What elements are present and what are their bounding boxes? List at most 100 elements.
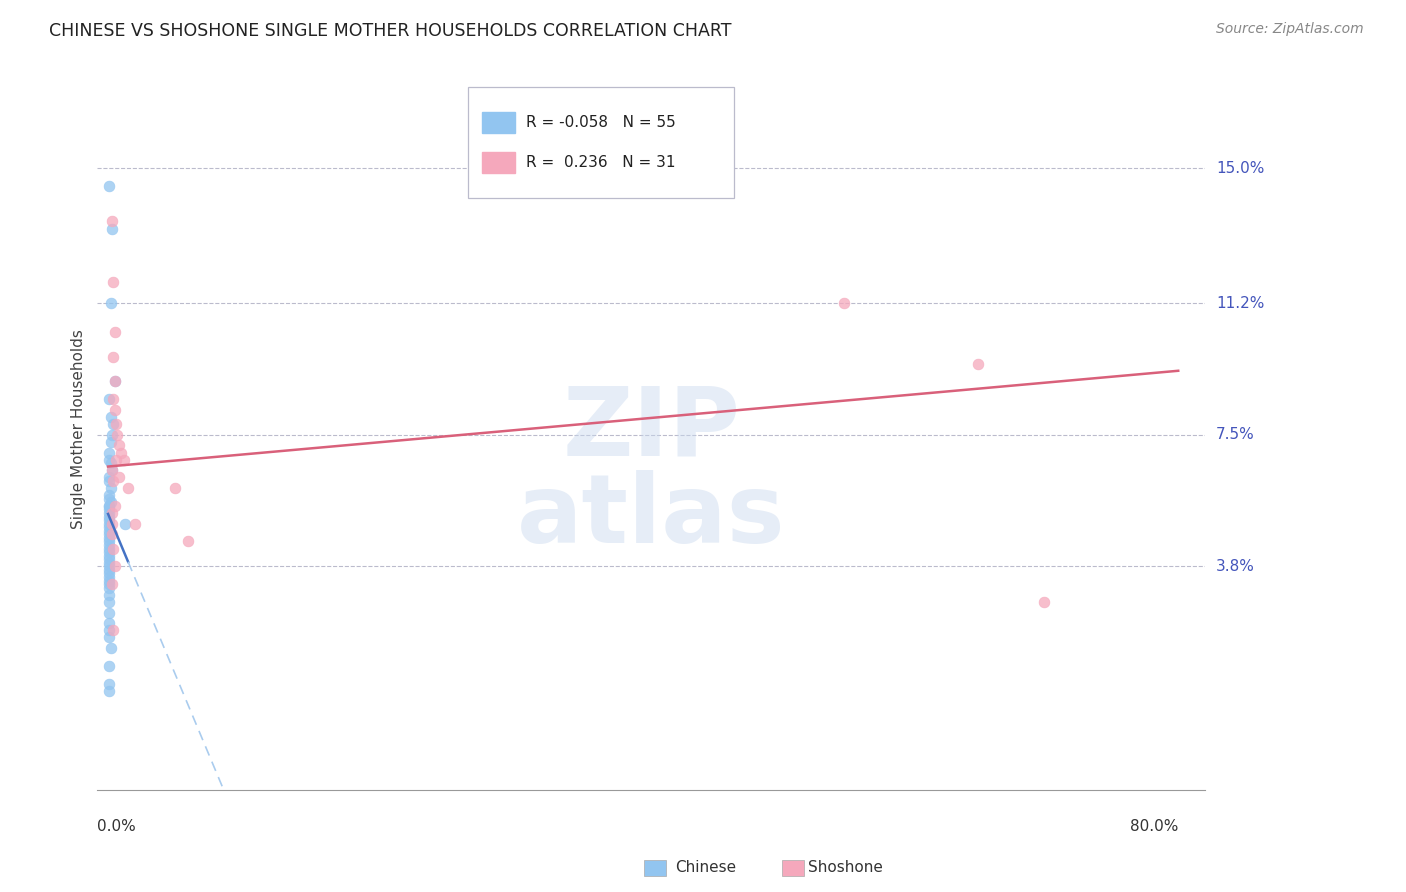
Point <box>98 178 121 193</box>
Point <box>1033 595 1056 609</box>
Point <box>98 491 121 506</box>
Point <box>98 506 121 520</box>
Point <box>103 275 125 289</box>
FancyBboxPatch shape <box>482 112 515 134</box>
Point <box>98 538 121 552</box>
Text: 3.8%: 3.8% <box>1216 558 1256 574</box>
Point <box>104 499 127 513</box>
Text: Source: ZipAtlas.com: Source: ZipAtlas.com <box>1216 22 1364 37</box>
Point <box>117 481 139 495</box>
Text: CHINESE VS SHOSHONE SINGLE MOTHER HOUSEHOLDS CORRELATION CHART: CHINESE VS SHOSHONE SINGLE MOTHER HOUSEH… <box>49 22 731 40</box>
Point <box>101 221 124 235</box>
Point <box>98 556 121 570</box>
Point <box>98 474 121 488</box>
Point <box>104 559 127 574</box>
Point <box>98 581 121 595</box>
Point <box>98 531 121 545</box>
Point <box>98 574 121 588</box>
Point <box>98 524 121 538</box>
Text: Chinese: Chinese <box>675 860 735 874</box>
Point <box>101 427 124 442</box>
Point <box>107 427 129 442</box>
Point <box>101 463 124 477</box>
Point <box>100 456 122 470</box>
Point <box>98 499 121 513</box>
Point <box>101 214 124 228</box>
Point <box>98 588 121 602</box>
Text: 15.0%: 15.0% <box>1216 161 1264 176</box>
Point <box>98 631 121 645</box>
Point <box>103 474 125 488</box>
Point <box>98 488 121 502</box>
Text: atlas: atlas <box>517 469 786 563</box>
Point <box>98 534 121 549</box>
FancyBboxPatch shape <box>468 87 734 198</box>
Point <box>100 481 122 495</box>
Point <box>98 559 121 574</box>
Text: 80.0%: 80.0% <box>1130 819 1178 834</box>
Point <box>101 463 124 477</box>
Text: R = -0.058   N = 55: R = -0.058 N = 55 <box>526 115 676 130</box>
Point <box>114 516 136 531</box>
Point <box>105 452 128 467</box>
Point <box>163 481 186 495</box>
Point <box>98 683 121 698</box>
Point <box>98 552 121 566</box>
Point <box>104 375 127 389</box>
Point <box>98 563 121 577</box>
Point <box>98 445 121 459</box>
Point <box>98 545 121 559</box>
Text: Shoshone: Shoshone <box>808 860 883 874</box>
Point <box>832 296 855 310</box>
Point <box>103 350 125 364</box>
Point <box>107 470 129 484</box>
Point <box>100 495 122 509</box>
Point <box>98 452 121 467</box>
Point <box>110 445 132 459</box>
Point <box>98 549 121 563</box>
Point <box>98 502 121 516</box>
Point <box>98 520 121 534</box>
Point <box>98 392 121 407</box>
Text: ZIP: ZIP <box>562 383 740 476</box>
Text: 11.2%: 11.2% <box>1216 295 1264 310</box>
Point <box>103 417 125 431</box>
Point <box>966 357 988 371</box>
Point <box>103 541 125 556</box>
Point <box>98 577 121 591</box>
Point <box>98 516 121 531</box>
Point <box>98 470 121 484</box>
Point <box>101 506 124 520</box>
Point <box>177 534 200 549</box>
Point <box>98 595 121 609</box>
Point <box>101 516 124 531</box>
Text: 7.5%: 7.5% <box>1216 427 1254 442</box>
Point <box>98 616 121 631</box>
Point <box>107 438 129 452</box>
Point <box>98 566 121 581</box>
Point <box>98 624 121 638</box>
Point <box>100 296 122 310</box>
Y-axis label: Single Mother Households: Single Mother Households <box>72 329 86 529</box>
Point <box>98 606 121 620</box>
Point <box>103 624 125 638</box>
Point <box>100 409 122 424</box>
Text: 0.0%: 0.0% <box>97 819 136 834</box>
Point <box>98 541 121 556</box>
Point <box>100 434 122 449</box>
Point <box>98 659 121 673</box>
Point <box>98 676 121 690</box>
Point <box>104 325 127 339</box>
Point <box>101 577 124 591</box>
Point <box>98 570 121 584</box>
Point <box>100 641 122 656</box>
Point <box>124 516 146 531</box>
Point <box>101 527 124 541</box>
Point <box>98 499 121 513</box>
Point <box>105 417 128 431</box>
Point <box>98 509 121 524</box>
Point <box>112 452 135 467</box>
Text: R =  0.236   N = 31: R = 0.236 N = 31 <box>526 155 675 169</box>
Point <box>104 375 127 389</box>
Point <box>98 513 121 527</box>
